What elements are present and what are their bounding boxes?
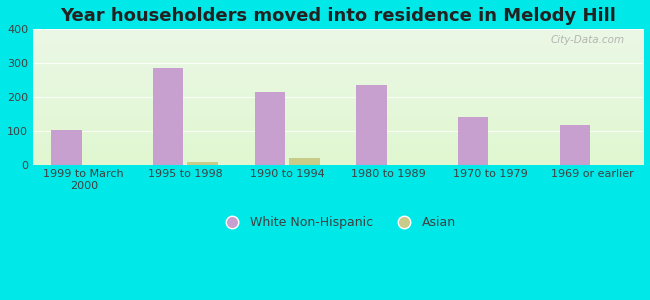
Bar: [187, 162, 218, 164]
Title: Year householders moved into residence in Melody Hill: Year householders moved into residence i…: [60, 7, 616, 25]
Text: City-Data.com: City-Data.com: [551, 35, 625, 45]
Bar: [560, 124, 590, 164]
Bar: [458, 117, 489, 164]
Bar: [255, 92, 285, 164]
Bar: [289, 158, 320, 164]
Legend: White Non-Hispanic, Asian: White Non-Hispanic, Asian: [215, 211, 461, 234]
Bar: [153, 68, 183, 164]
Bar: [51, 130, 82, 164]
Bar: [356, 85, 387, 164]
